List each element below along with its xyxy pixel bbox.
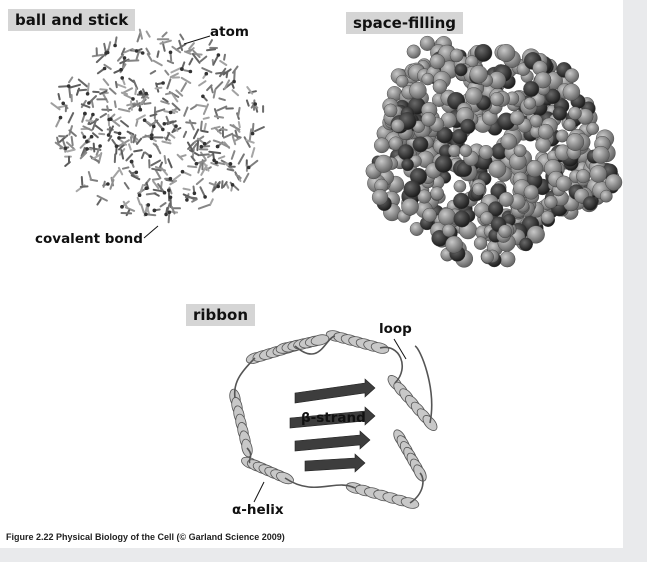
covalent-bond-callout-leader <box>140 222 170 242</box>
ball-and-stick-model <box>40 30 290 230</box>
alpha-helix-callout-leader <box>250 476 280 506</box>
atom-spheres <box>366 36 622 267</box>
figure-caption: Figure 2.22 Physical Biology of the Cell… <box>6 532 285 542</box>
space-filling-model <box>360 28 615 268</box>
covalent-bond-callout: covalent bond <box>35 231 143 247</box>
figure-slide: ball and stick atom covalent bond space-… <box>0 0 623 548</box>
loop-callout: loop <box>379 321 412 337</box>
stick-bonds <box>51 30 263 223</box>
loop-callout-leader <box>388 337 418 367</box>
ribbon-title: ribbon <box>186 304 255 326</box>
beta-strand-callout: β-strand <box>301 410 366 426</box>
atom-callout-leader <box>180 30 220 50</box>
ball-and-stick-title: ball and stick <box>8 9 135 31</box>
